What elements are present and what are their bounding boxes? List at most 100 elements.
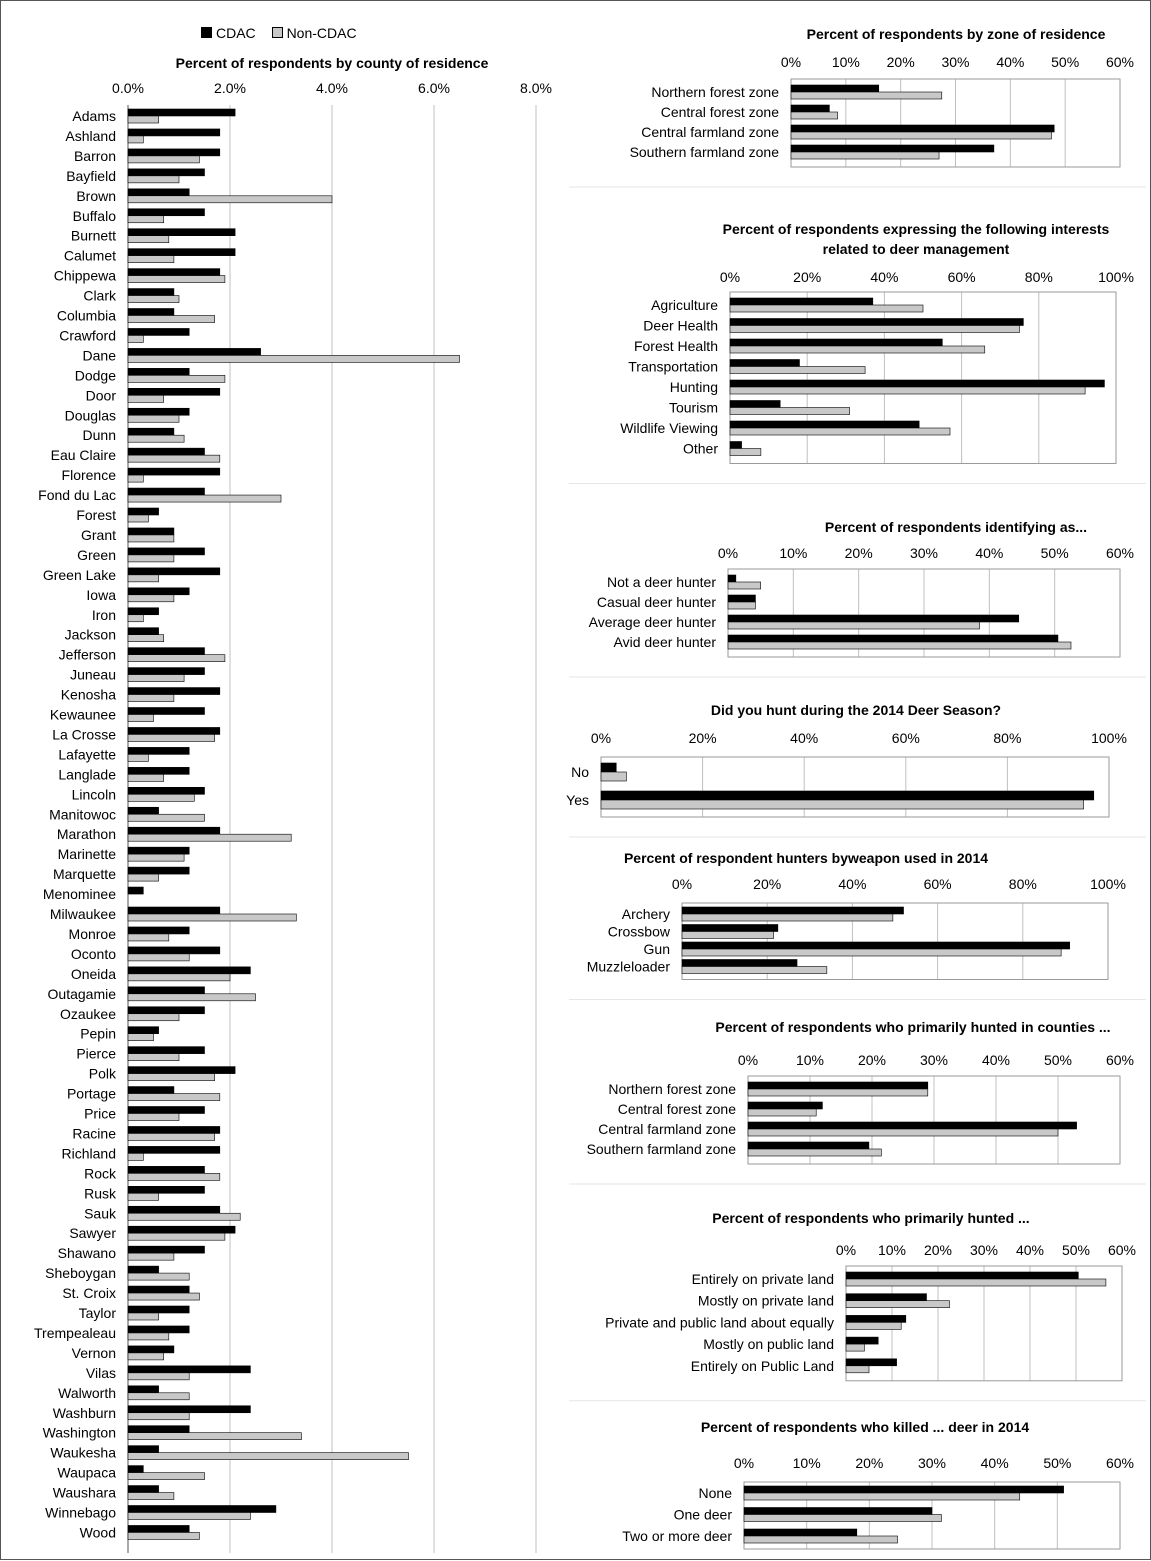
bar-cdac [127, 667, 205, 675]
bar-non-cdac [127, 414, 180, 423]
bar-non-cdac [729, 427, 951, 436]
legend-item-cdac: CDAC [201, 25, 256, 41]
bar-cdac [681, 959, 798, 967]
bar-cdac [127, 866, 190, 875]
bar-cdac [127, 1405, 251, 1414]
bar-cdac [127, 1166, 205, 1174]
tick-label: 0.0% [112, 80, 144, 96]
tick-label: 40% [790, 730, 818, 746]
tick-label: 2.0% [214, 80, 246, 96]
category-label: Douglas [65, 407, 116, 423]
legend-item-non-cdac: Non-CDAC [271, 25, 357, 41]
tick-label: 50% [1062, 1242, 1090, 1258]
tick-label: 40% [982, 1052, 1010, 1068]
bar-non-cdac [127, 754, 149, 762]
category-label: Clark [83, 288, 117, 304]
bar-non-cdac [845, 1278, 1107, 1287]
bar-cdac [127, 427, 175, 436]
bar-cdac [747, 1081, 929, 1090]
bar-non-cdac [681, 966, 828, 974]
bar-non-cdac [681, 948, 1062, 957]
plot-frame [681, 902, 1109, 980]
tick-label: 4.0% [316, 80, 348, 96]
bar-non-cdac [127, 1053, 180, 1061]
bar-cdac [790, 144, 995, 153]
bar-cdac [127, 1505, 277, 1513]
chart-title-line: Percent of respondents who primarily hun… [712, 1210, 1029, 1226]
tick-label: 40% [870, 269, 898, 285]
bar-non-cdac [127, 1033, 154, 1041]
category-label: Vilas [86, 1365, 116, 1381]
bar-non-cdac [127, 813, 205, 822]
chart-title-line: Percent of respondents expressing the fo… [723, 221, 1110, 237]
bar-non-cdac [127, 1133, 215, 1141]
bar-non-cdac [127, 295, 180, 303]
bar-non-cdac [127, 375, 226, 383]
bar-non-cdac [729, 345, 986, 354]
category-label: Waukesha [50, 1445, 116, 1461]
category-label: Florence [62, 467, 117, 483]
bar-non-cdac [747, 1148, 882, 1157]
category-label: Average deer hunter [589, 614, 717, 630]
plot-frame [600, 756, 1110, 818]
bar-non-cdac [127, 674, 185, 682]
bar-non-cdac [845, 1322, 902, 1330]
bar-cdac [127, 587, 190, 596]
bar-non-cdac [127, 115, 159, 124]
category-label: Waupaca [57, 1465, 116, 1481]
category-label: Transportation [628, 359, 718, 375]
bar-non-cdac [681, 931, 774, 939]
category-label: Eau Claire [51, 447, 117, 463]
category-label: Bayfield [66, 168, 116, 184]
tick-label: 0% [781, 54, 801, 70]
bar-non-cdac [127, 1252, 175, 1261]
bar-cdac [729, 318, 1024, 326]
bar-cdac [681, 924, 779, 932]
category-label: Trempealeau [34, 1325, 116, 1341]
bar-non-cdac [743, 1492, 1021, 1501]
bar-non-cdac [127, 1093, 221, 1101]
category-label: Manitowoc [49, 806, 116, 822]
category-label: Polk [89, 1066, 117, 1082]
legend-label-non-cdac: Non-CDAC [286, 25, 357, 41]
bar-cdac [127, 826, 221, 835]
bar-cdac [127, 1465, 144, 1473]
bar-cdac [127, 1265, 159, 1274]
bar-cdac [127, 507, 159, 516]
chart-hunted_counties: Percent of respondents who primarily hun… [569, 1019, 1146, 1185]
category-label: Barron [74, 148, 116, 164]
bar-cdac [729, 297, 874, 306]
bar-cdac [127, 188, 190, 197]
category-label: Crawford [59, 327, 116, 343]
bar-non-cdac [127, 1193, 159, 1201]
bar-non-cdac [127, 235, 170, 243]
bar-cdac [127, 387, 221, 396]
category-label: Jefferson [59, 647, 116, 663]
chart-title-line: Percent of respondents by zone of reside… [807, 26, 1106, 42]
category-label: Menominee [43, 886, 116, 902]
bar-non-cdac [127, 933, 170, 942]
bar-cdac [729, 359, 800, 367]
category-label: Washburn [53, 1405, 116, 1421]
chart-title: Percent of respondent hunters byweapon u… [624, 850, 988, 866]
tick-label: 20% [793, 269, 821, 285]
tick-label: 10% [878, 1242, 906, 1258]
bar-cdac [790, 104, 830, 113]
tick-label: 6.0% [418, 80, 450, 96]
category-label: Burnett [71, 228, 116, 244]
tick-label: 60% [948, 269, 976, 285]
bar-non-cdac [845, 1300, 950, 1308]
tick-label: 40% [996, 54, 1024, 70]
bar-cdac [127, 328, 190, 336]
bar-cdac [127, 647, 205, 655]
legend-swatch-cdac [201, 27, 212, 38]
bar-cdac [127, 108, 236, 117]
bar-cdac [127, 268, 221, 276]
bar-cdac [127, 966, 251, 975]
bar-non-cdac [127, 1332, 170, 1341]
bar-cdac [127, 1285, 190, 1294]
chart-hunt2014: Did you hunt during the 2014 Deer Season… [566, 702, 1146, 838]
category-label: Juneau [70, 667, 116, 683]
category-label: Brown [76, 188, 116, 204]
